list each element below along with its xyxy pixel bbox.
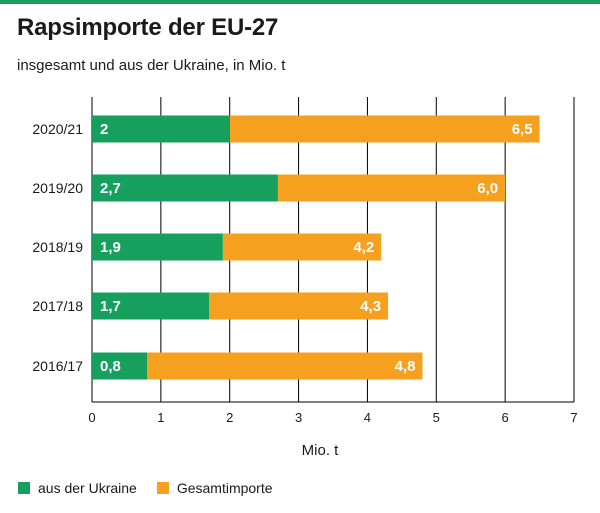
data-label-ukraine: 1,9 — [100, 239, 121, 256]
data-label-gesamtimporte: 4,3 — [360, 298, 381, 315]
bar-gesamtimporte — [222, 233, 382, 261]
top-accent-rule — [0, 0, 600, 4]
x-tick-label-2: 2 — [226, 410, 233, 425]
bar-gesamtimporte — [147, 352, 423, 380]
bar-ukraine — [92, 352, 148, 380]
chart-subtitle: insgesamt und aus der Ukraine, in Mio. t — [17, 57, 286, 74]
legend-swatch-ukraine — [18, 482, 30, 494]
x-tick-label-4: 4 — [364, 410, 371, 425]
bar-gesamtimporte — [229, 115, 540, 143]
chart-plot-area: 0 1 2 3 4 5 6 7 Mio. t 2020/21 2 6,5 2019/20 2,7 6,0 20… — [32, 97, 578, 459]
data-label-ukraine: 1,7 — [100, 298, 121, 315]
data-label-gesamtimporte: 6,0 — [477, 180, 498, 197]
legend-item-ukraine: aus der Ukraine — [18, 480, 137, 496]
x-tick-label-5: 5 — [433, 410, 440, 425]
category-label: 2018/19 — [32, 239, 83, 255]
category-label: 2016/17 — [32, 358, 83, 374]
data-label-gesamtimporte: 6,5 — [512, 121, 533, 138]
data-label-ukraine: 2,7 — [100, 180, 121, 197]
x-tick-label-7: 7 — [570, 410, 577, 425]
data-label-ukraine: 0,8 — [100, 358, 121, 375]
data-label-gesamtimporte: 4,2 — [353, 239, 374, 256]
x-tick-label-3: 3 — [295, 410, 302, 425]
bar-ukraine — [92, 174, 278, 202]
chart-title: Rapsimporte der EU-27 — [17, 14, 279, 41]
bar-ukraine — [92, 115, 230, 143]
chart-legend: aus der Ukraine Gesamtimporte — [18, 480, 293, 496]
legend-label-gesamtimporte: Gesamtimporte — [176, 480, 273, 496]
legend-item-gesamtimporte: Gesamtimporte — [156, 480, 273, 496]
legend-swatch-gesamtimporte — [156, 482, 169, 494]
x-tick-label-0: 0 — [88, 410, 95, 425]
x-tick-label-6: 6 — [502, 410, 509, 425]
data-label-ukraine: 2 — [100, 121, 108, 138]
category-label: 2017/18 — [32, 298, 83, 314]
category-label: 2019/20 — [32, 180, 83, 196]
bar-gesamtimporte — [209, 292, 389, 320]
category-label: 2020/21 — [32, 121, 83, 137]
bar-ukraine — [92, 292, 210, 320]
legend-label-ukraine: aus der Ukraine — [38, 480, 137, 496]
x-axis-title: Mio. t — [302, 442, 340, 459]
bar-gesamtimporte — [277, 174, 506, 202]
data-label-gesamtimporte: 4,8 — [395, 358, 416, 375]
x-tick-label-1: 1 — [157, 410, 164, 425]
bar-ukraine — [92, 233, 223, 261]
